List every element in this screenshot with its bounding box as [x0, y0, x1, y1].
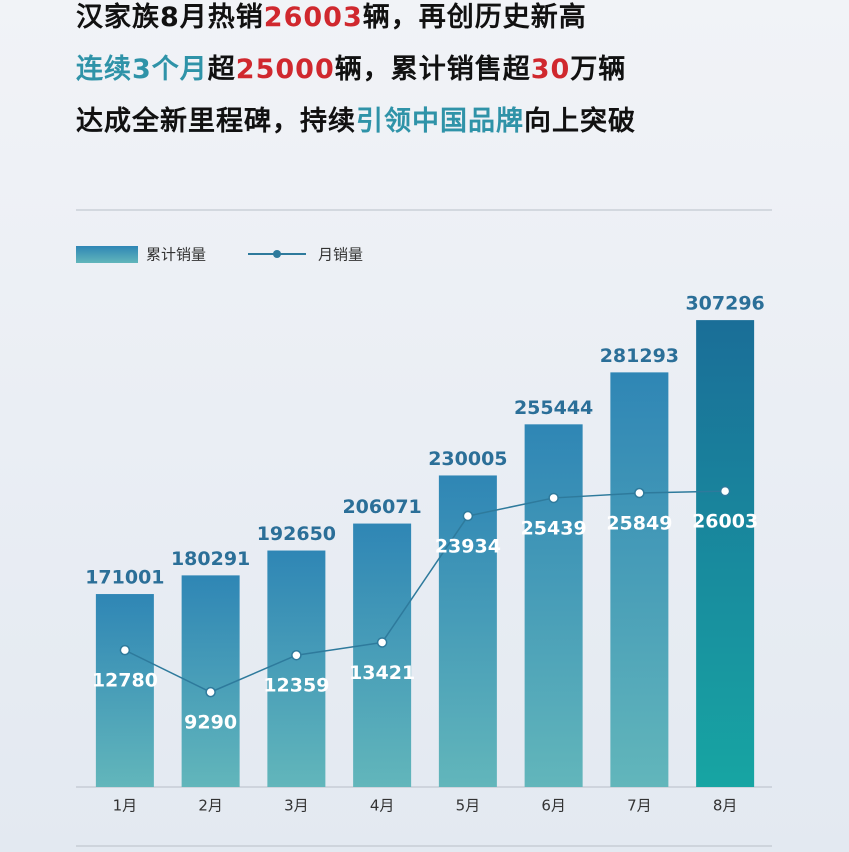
x-tick-label: 3月 [284, 797, 309, 815]
value-label: 206071 [342, 496, 421, 518]
value-label: 25439 [521, 517, 587, 539]
bar [438, 475, 497, 787]
value-label: 180291 [171, 548, 250, 570]
headline-text: 辆，再创历史新高 [362, 2, 587, 33]
value-label: 230005 [428, 448, 507, 470]
x-tick-label: 2月 [198, 797, 223, 815]
line-point [205, 686, 216, 698]
bar [181, 575, 240, 787]
line [124, 490, 726, 693]
value-label: 13421 [349, 662, 415, 684]
x-tick-label: 6月 [541, 797, 566, 815]
headline-text: 辆，累计销售超 [334, 54, 531, 85]
x-tick-label: 8月 [713, 797, 738, 815]
line-point [634, 487, 645, 499]
headline-text: 万辆 [570, 54, 627, 85]
value-label: 255444 [514, 397, 593, 419]
headline-line: 连续3个月超25000辆，累计销售超30万辆 [76, 52, 636, 104]
x-tick-label: 1月 [113, 797, 138, 815]
bar [696, 320, 755, 787]
value-label: 281293 [600, 345, 679, 367]
line-point [376, 637, 388, 648]
bar [610, 372, 669, 787]
bar [353, 523, 412, 787]
headline-text: 26003 [263, 2, 363, 33]
bar [267, 550, 326, 787]
x-tick-label: 5月 [456, 797, 481, 815]
line-point [548, 492, 559, 504]
bar [95, 594, 154, 787]
value-label: 192650 [257, 523, 336, 545]
headline-text: 向上突破 [524, 106, 636, 137]
line-point [119, 644, 131, 656]
x-tick-label: 4月 [370, 797, 395, 815]
value-label: 12359 [263, 675, 329, 697]
headline-text: 汉家族8月热销 [76, 2, 264, 33]
headline-text: 30 [530, 54, 571, 85]
legend-swatch [273, 250, 281, 258]
bar [524, 424, 583, 787]
headline-text: 引领中国品牌 [356, 106, 524, 137]
value-label: 12780 [92, 670, 158, 692]
line-point [291, 649, 302, 661]
headline: 汉家族8月热销26003辆，再创历史新高 连续3个月超25000辆，累计销售超30… [76, 0, 636, 156]
value-label: 25849 [606, 513, 672, 535]
value-label: 9290 [184, 712, 237, 734]
value-label: 171001 [85, 567, 164, 589]
headline-line: 汉家族8月热销26003辆，再创历史新高 [76, 0, 636, 52]
headline-text: 连续3个月 [76, 54, 208, 85]
line-point [719, 485, 731, 497]
line-point [462, 510, 474, 522]
value-label: 23934 [435, 536, 501, 558]
headline-text: 25000 [235, 54, 335, 85]
value-label: 26003 [692, 511, 758, 533]
x-tick-label: 7月 [627, 797, 652, 815]
legend-swatch [76, 246, 138, 263]
legend-label: 月销量 [318, 246, 363, 264]
headline-text: 达成全新里程碑，持续 [76, 106, 356, 137]
headline-text: 超 [207, 54, 236, 85]
headline-line: 达成全新里程碑，持续引领中国品牌向上突破 [76, 104, 636, 156]
value-label: 307296 [685, 293, 764, 315]
legend-label: 累计销量 [146, 246, 206, 264]
